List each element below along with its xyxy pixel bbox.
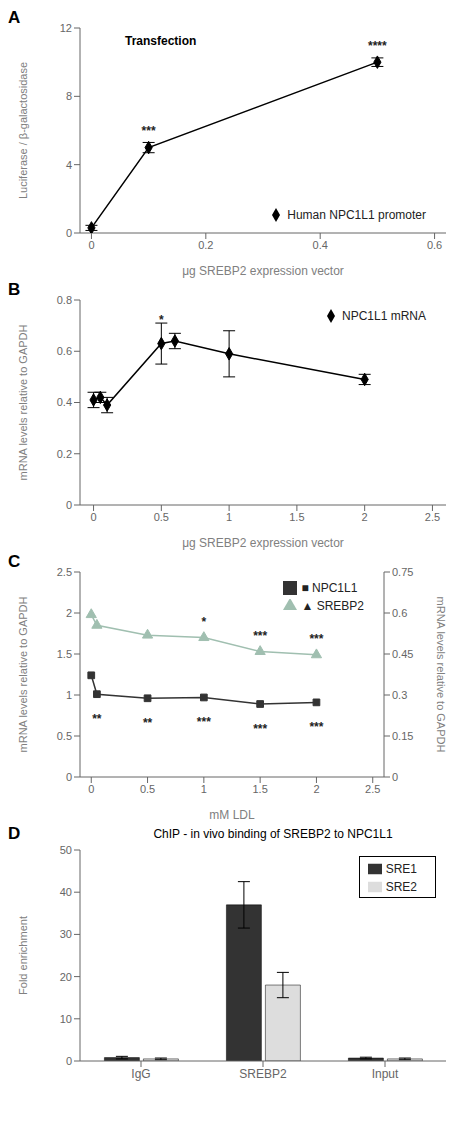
svg-text:2: 2: [66, 607, 72, 619]
svg-text:2.5: 2.5: [365, 783, 380, 795]
html-text:Human NPC1L1 promoter: Human NPC1L1 promoter: [287, 208, 426, 222]
svg-text:IgG: IgG: [131, 1067, 150, 1081]
svg-text:0.3: 0.3: [392, 689, 407, 701]
html-text:ChIP - in vivo binding of SREB: ChIP - in vivo binding of SREBP2 to NPC1…: [153, 827, 393, 841]
svg-text:mM LDL: mM LDL: [209, 808, 255, 822]
svg-text:SREBP2: SREBP2: [239, 1067, 287, 1081]
svg-text:0.5: 0.5: [57, 730, 72, 742]
svg-text:1.5: 1.5: [289, 511, 304, 523]
svg-text:2: 2: [362, 511, 368, 523]
svg-text:Input: Input: [372, 1067, 399, 1081]
svg-text:0: 0: [66, 771, 72, 783]
svg-text:50: 50: [60, 844, 72, 856]
svg-text:4: 4: [66, 159, 72, 171]
svg-text:0: 0: [66, 1055, 72, 1067]
html-text:Transfection: Transfection: [125, 34, 197, 48]
html-text:B: B: [8, 280, 21, 299]
svg-text:***: ***: [253, 722, 267, 736]
svg-text:2.5: 2.5: [57, 566, 72, 578]
svg-text:0: 0: [66, 499, 72, 511]
svg-text:*: *: [159, 313, 164, 327]
svg-text:1: 1: [201, 783, 207, 795]
svg-text:20: 20: [60, 971, 72, 983]
html-text:A: A: [8, 8, 21, 27]
svg-text:mRNA levels relative to GAPDH: mRNA levels relative to GAPDH: [17, 325, 29, 481]
svg-text:0.6: 0.6: [427, 239, 442, 251]
svg-text:1: 1: [226, 511, 232, 523]
svg-text:****: ****: [368, 39, 387, 53]
html-text:C: C: [8, 552, 21, 571]
html-text:NPC1L1 mRNA: NPC1L1 mRNA: [342, 309, 426, 323]
svg-text:0.45: 0.45: [392, 648, 413, 660]
html-text:SRE2: SRE2: [385, 880, 417, 894]
svg-text:0.5: 0.5: [154, 511, 169, 523]
svg-text:Fold enrichment: Fold enrichment: [17, 916, 29, 995]
svg-text:0.75: 0.75: [392, 566, 413, 578]
svg-text:8: 8: [66, 90, 72, 102]
svg-text:2.5: 2.5: [425, 511, 440, 523]
svg-text:**: **: [143, 716, 153, 730]
svg-text:10: 10: [60, 1013, 72, 1025]
svg-text:1.5: 1.5: [252, 783, 267, 795]
svg-text:***: ***: [309, 632, 323, 646]
svg-text:12: 12: [60, 22, 72, 34]
html-text:D: D: [8, 824, 21, 843]
svg-text:***: ***: [142, 124, 156, 138]
svg-text:*: *: [202, 615, 207, 629]
svg-text:0.8: 0.8: [57, 294, 72, 306]
svg-text:**: **: [92, 712, 102, 726]
html-text:SRE1: SRE1: [385, 862, 417, 876]
svg-text:0.2: 0.2: [57, 448, 72, 460]
svg-text:0.5: 0.5: [140, 783, 155, 795]
svg-text:***: ***: [309, 720, 323, 734]
svg-text:***: ***: [253, 629, 267, 643]
svg-text:0.6: 0.6: [392, 607, 407, 619]
svg-text:0.4: 0.4: [57, 396, 72, 408]
svg-text:0: 0: [66, 227, 72, 239]
svg-text:μg SREBP2 expression vector: μg SREBP2 expression vector: [182, 264, 344, 278]
svg-text:μg SREBP2 expression vector: μg SREBP2 expression vector: [182, 536, 344, 550]
svg-text:1.5: 1.5: [57, 648, 72, 660]
svg-text:1: 1: [66, 689, 72, 701]
html-text:▲ SREBP2: ▲ SREBP2: [301, 599, 364, 613]
html-text:■ NPC1L1: ■ NPC1L1: [301, 581, 358, 595]
svg-text:0: 0: [88, 783, 94, 795]
svg-text:0: 0: [392, 771, 398, 783]
svg-text:0.15: 0.15: [392, 730, 413, 742]
svg-text:2: 2: [313, 783, 319, 795]
svg-text:30: 30: [60, 928, 72, 940]
svg-text:0.4: 0.4: [313, 239, 328, 251]
svg-text:0.2: 0.2: [198, 239, 213, 251]
svg-text:mRNA levels relative to GAPDH: mRNA levels relative to GAPDH: [435, 597, 447, 753]
svg-text:mRNA levels relative to GAPDH: mRNA levels relative to GAPDH: [17, 597, 29, 753]
svg-text:0: 0: [90, 511, 96, 523]
svg-text:***: ***: [197, 715, 211, 729]
svg-text:40: 40: [60, 886, 72, 898]
svg-text:0: 0: [88, 239, 94, 251]
svg-text:0.6: 0.6: [57, 345, 72, 357]
svg-text:Luciferase / β-galactosidase: Luciferase / β-galactosidase: [17, 62, 29, 199]
